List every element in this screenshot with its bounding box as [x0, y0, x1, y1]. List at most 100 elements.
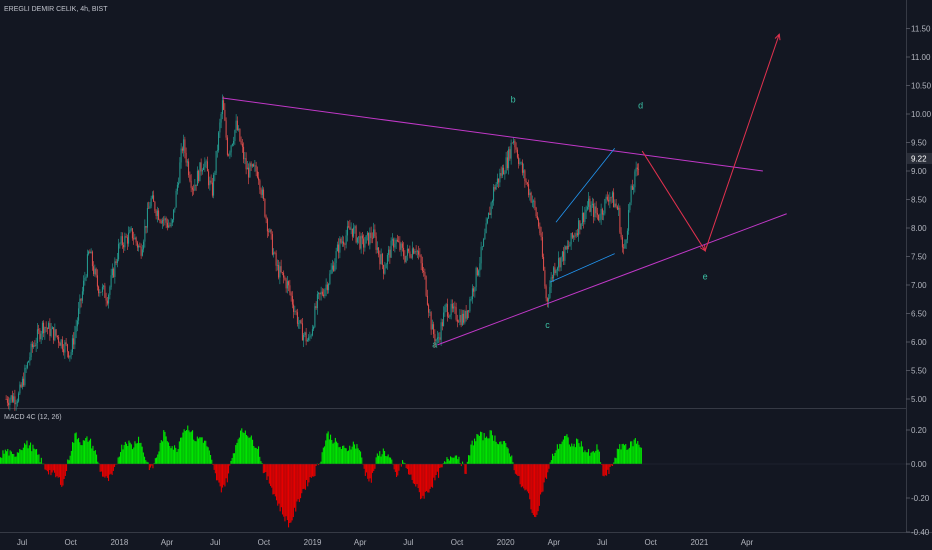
candle	[614, 199, 616, 208]
macd-bar	[505, 443, 507, 464]
candle	[269, 228, 271, 233]
macd-bar	[230, 460, 232, 464]
price-pane[interactable]	[5, 94, 640, 411]
candle	[479, 256, 481, 278]
macd-bar	[382, 448, 384, 464]
channel-lower-line[interactable]	[549, 253, 615, 283]
macd-bar	[433, 464, 435, 478]
macd-bar	[33, 448, 35, 464]
macd-bar	[530, 464, 532, 510]
candle	[566, 240, 568, 254]
candle	[48, 321, 50, 330]
candle	[581, 206, 583, 226]
candle	[155, 209, 157, 220]
candle	[276, 259, 278, 271]
macd-bar	[597, 449, 599, 464]
candle	[495, 181, 497, 190]
macd-bar	[172, 449, 174, 464]
macd-bar	[480, 431, 482, 464]
time-tick-label: Apr	[741, 538, 754, 547]
macd-pane[interactable]	[0, 425, 906, 528]
candle	[295, 309, 297, 316]
macd-bar	[584, 450, 586, 464]
candle	[443, 306, 445, 327]
candle	[73, 332, 75, 349]
macd-bar	[46, 464, 48, 472]
macd-bar	[321, 452, 323, 464]
candle	[171, 218, 173, 226]
candle	[343, 236, 345, 247]
candle	[568, 240, 570, 250]
candle	[90, 248, 92, 254]
macd-bar	[153, 463, 155, 464]
macd-bar	[141, 446, 143, 464]
candle	[554, 262, 556, 276]
candle	[484, 228, 486, 240]
macd-bar	[552, 453, 554, 464]
candle	[431, 319, 433, 330]
candle	[351, 228, 353, 241]
candle	[174, 207, 176, 213]
drawing-overlays[interactable]	[222, 33, 787, 346]
candle	[379, 250, 381, 270]
candle	[185, 147, 187, 167]
macd-axis[interactable]: 0.20 0.00 -0.20 -0.40	[906, 426, 930, 537]
macd-bar	[363, 464, 365, 469]
candle	[46, 327, 48, 335]
macd-bar	[460, 464, 462, 467]
candle	[101, 283, 103, 296]
channel-upper-line[interactable]	[555, 147, 616, 223]
macd-bar	[270, 464, 272, 486]
triangle-lower-trendline[interactable]	[437, 213, 787, 346]
macd-bar	[63, 464, 65, 479]
macd-bar	[388, 457, 390, 464]
candle	[374, 224, 376, 238]
candle	[268, 228, 270, 237]
candle	[91, 250, 93, 271]
macd-bar	[204, 440, 206, 464]
macd-bar	[385, 456, 387, 464]
macd-bar	[226, 464, 228, 483]
macd-bar	[370, 464, 372, 483]
macd-bar	[525, 464, 527, 490]
candle	[549, 280, 551, 300]
macd-bar	[250, 435, 252, 464]
macd-bar	[120, 452, 122, 464]
macd-bar	[112, 464, 114, 471]
macd-bar	[145, 460, 147, 464]
candle	[179, 157, 181, 184]
candle	[309, 331, 311, 342]
macd-bar	[364, 464, 366, 476]
candle	[361, 232, 363, 245]
macd-bar	[152, 464, 154, 469]
candle	[579, 220, 581, 235]
candle	[516, 147, 518, 159]
macd-bar	[494, 435, 496, 464]
macd-bar	[456, 455, 458, 464]
triangle-upper-trendline[interactable]	[222, 97, 763, 172]
candle	[98, 285, 100, 297]
macd-bar	[52, 464, 54, 471]
time-axis[interactable]: Jul Oct 2018 Apr Jul Oct 2019 Apr Jul Oct 2020 Apr J…	[17, 538, 754, 547]
candle	[339, 236, 341, 259]
candle	[469, 296, 471, 313]
price-axis[interactable]: 11.50 11.00 10.50 10.00 9.50 9.00 8.50 8.00 7.50…	[906, 25, 932, 405]
candle	[615, 198, 617, 209]
macd-bar	[135, 443, 137, 464]
macd-bar	[327, 431, 329, 464]
candle	[296, 308, 298, 327]
macd-bar	[346, 451, 348, 464]
macd-bar	[477, 434, 479, 464]
candle	[444, 304, 446, 317]
macd-bar	[24, 443, 26, 464]
candle	[100, 291, 102, 293]
candle	[123, 242, 125, 253]
macd-bar	[283, 464, 285, 517]
macd-bar	[414, 464, 416, 485]
candle	[9, 397, 11, 411]
candle	[180, 143, 182, 169]
candle	[160, 218, 162, 224]
candle	[35, 337, 37, 352]
macd-indicator-label[interactable]: MACD 4C (12, 26)	[4, 414, 62, 421]
